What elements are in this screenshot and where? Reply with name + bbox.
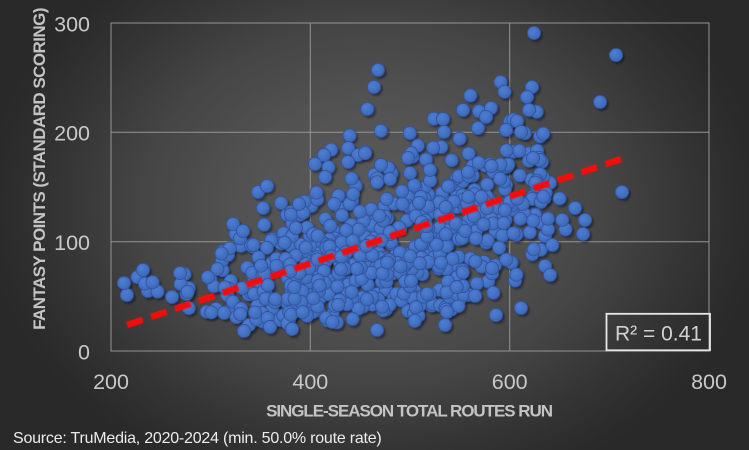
svg-text:600: 600 [492, 370, 528, 394]
svg-text:Source: TruMedia, 2020-2024 (m: Source: TruMedia, 2020-2024 (min. 50.0% … [13, 430, 382, 447]
svg-text:800: 800 [691, 370, 727, 394]
svg-text:300: 300 [54, 12, 90, 36]
svg-text:SINGLE-SEASON TOTAL ROUTES RUN: SINGLE-SEASON TOTAL ROUTES RUN [266, 402, 553, 421]
svg-text:200: 200 [93, 370, 129, 394]
svg-text:R² = 0.41: R² = 0.41 [615, 323, 702, 346]
svg-text:0: 0 [78, 340, 90, 364]
svg-text:100: 100 [54, 231, 90, 255]
svg-text:200: 200 [54, 122, 90, 146]
svg-text:400: 400 [292, 370, 328, 394]
svg-text:FANTASY POINTS (STANDARD SCORI: FANTASY POINTS (STANDARD SCORING) [30, 8, 49, 330]
